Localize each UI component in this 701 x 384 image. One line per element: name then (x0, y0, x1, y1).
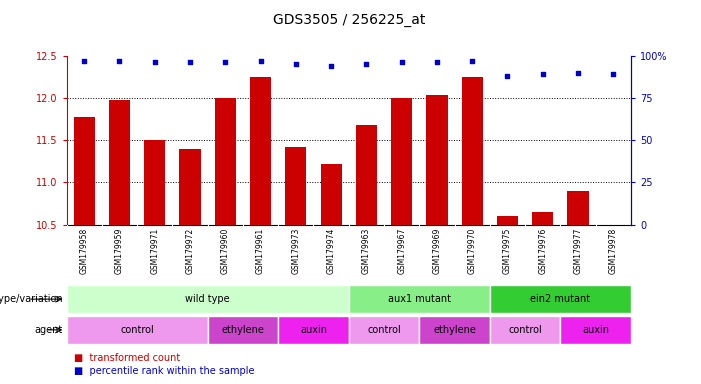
Text: GSM179976: GSM179976 (538, 227, 547, 274)
Text: ethylene: ethylene (433, 325, 476, 335)
Bar (560, 316, 631, 344)
Text: genotype/variation: genotype/variation (0, 294, 63, 304)
Point (325, 63, 336, 69)
Point (502, 73, 513, 79)
Point (537, 71, 548, 77)
Point (79, 58, 90, 64)
Point (149, 60, 161, 66)
Bar (419, 316, 490, 344)
Text: GDS3505 / 256225_at: GDS3505 / 256225_at (273, 13, 425, 27)
Point (467, 58, 478, 64)
Text: auxin: auxin (582, 325, 609, 335)
Bar (215, 98, 236, 225)
Bar (67, 316, 207, 344)
Bar (348, 285, 490, 313)
Bar (426, 95, 447, 225)
Text: GSM179960: GSM179960 (221, 227, 230, 274)
Text: control: control (367, 325, 401, 335)
Text: GSM179961: GSM179961 (256, 227, 265, 274)
Text: GSM179971: GSM179971 (150, 227, 159, 274)
Text: ■  transformed count: ■ transformed count (74, 353, 180, 363)
Text: GSM179967: GSM179967 (397, 227, 406, 274)
Bar (461, 77, 483, 225)
Bar (497, 216, 518, 225)
Bar (278, 316, 349, 344)
Point (431, 60, 442, 66)
Text: aux1 mutant: aux1 mutant (388, 294, 451, 304)
Bar (144, 140, 165, 225)
Text: GSM179975: GSM179975 (503, 227, 512, 274)
Text: control: control (121, 325, 154, 335)
Bar (391, 98, 412, 225)
Text: ■  percentile rank within the sample: ■ percentile rank within the sample (74, 366, 254, 376)
Text: GSM179972: GSM179972 (186, 227, 195, 274)
Text: GSM179978: GSM179978 (608, 227, 618, 274)
Text: control: control (508, 325, 542, 335)
Text: ethylene: ethylene (222, 325, 264, 335)
Point (114, 58, 125, 64)
Text: ein2 mutant: ein2 mutant (530, 294, 590, 304)
Bar (67, 285, 348, 313)
Bar (109, 99, 130, 225)
Text: GSM179974: GSM179974 (327, 227, 336, 274)
Bar (74, 116, 95, 225)
Point (290, 61, 301, 67)
Text: GSM179969: GSM179969 (433, 227, 442, 274)
Bar (356, 125, 377, 225)
Bar (490, 316, 560, 344)
Point (396, 60, 407, 66)
Text: GSM179958: GSM179958 (80, 227, 89, 274)
Text: GSM179963: GSM179963 (362, 227, 371, 274)
Bar (250, 77, 271, 225)
Bar (179, 149, 200, 225)
Bar (207, 316, 278, 344)
Point (573, 70, 584, 76)
Bar (490, 285, 631, 313)
Point (219, 60, 231, 66)
Text: GSM179970: GSM179970 (468, 227, 477, 274)
Bar (320, 164, 341, 225)
Bar (567, 191, 589, 225)
Text: GSM179959: GSM179959 (115, 227, 124, 274)
Bar (348, 316, 419, 344)
Point (361, 61, 372, 67)
Point (608, 71, 619, 77)
Point (184, 60, 196, 66)
Text: agent: agent (35, 325, 63, 335)
Text: auxin: auxin (300, 325, 327, 335)
Point (255, 58, 266, 64)
Text: GSM179973: GSM179973 (292, 227, 300, 274)
Text: wild type: wild type (185, 294, 230, 304)
Text: GSM179977: GSM179977 (573, 227, 583, 274)
Bar (285, 147, 306, 225)
Bar (532, 212, 553, 225)
